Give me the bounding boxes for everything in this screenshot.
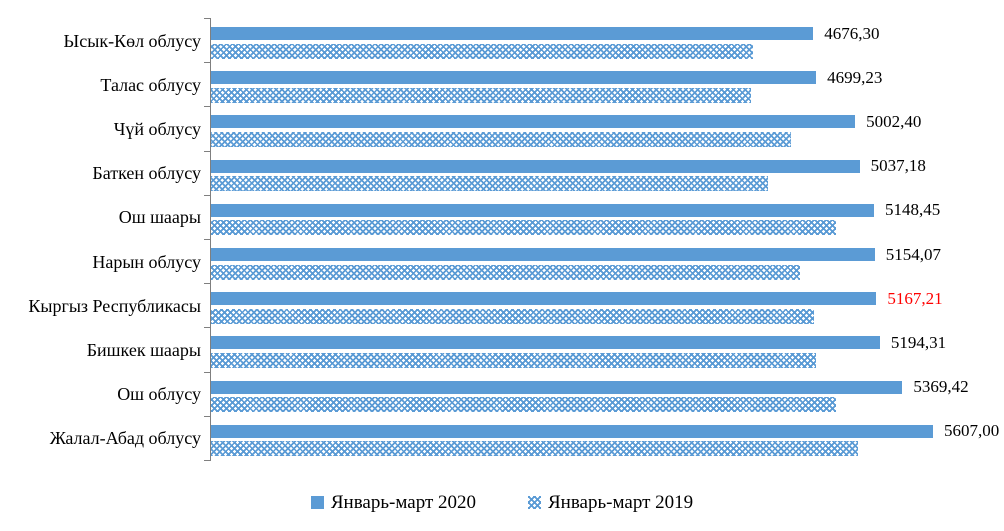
legend-swatch-pattern-icon bbox=[528, 496, 541, 510]
legend-item-2020: Январь-март 2020 bbox=[310, 491, 476, 514]
bar-line-2020: 5607,00 bbox=[211, 421, 1004, 441]
bar-group: 5369,42 bbox=[204, 371, 1004, 417]
bar-line-2020: 5167,21 bbox=[211, 289, 1004, 309]
chart-row: Талас облусу 4699,23 bbox=[0, 62, 1004, 108]
bar-2019 bbox=[211, 308, 815, 324]
bar-2020 bbox=[211, 115, 856, 129]
plot-area: Ысык-Көл облусу 4676,30 Талас облусу 4699,2… bbox=[0, 17, 1004, 462]
bar-2019 bbox=[211, 176, 768, 192]
bar-2019 bbox=[211, 220, 837, 236]
bar-2020 bbox=[211, 380, 903, 394]
chart-row: Кыргыз Республикасы 5167,21 bbox=[0, 283, 1004, 329]
chart-row: Бишкек шаары 5194,31 bbox=[0, 327, 1004, 373]
value-label: 5194,31 bbox=[890, 332, 947, 352]
bar-line-2020: 5154,07 bbox=[211, 245, 1004, 265]
category-label: Жалал-Абад облусу bbox=[49, 428, 201, 449]
value-label: 4699,23 bbox=[827, 67, 883, 87]
category-label: Ысык-Көл облусу bbox=[63, 30, 201, 51]
bar-2019 bbox=[211, 264, 801, 280]
bar-line-2020: 5002,40 bbox=[211, 112, 1004, 132]
bar-2020 bbox=[211, 159, 860, 173]
chart-row: Баткен облусу 5037,18 bbox=[0, 150, 1004, 196]
category-label: Чүй облусу bbox=[113, 118, 201, 139]
bar-group: 5148,45 bbox=[204, 194, 1004, 240]
bar-line-2020: 5037,18 bbox=[211, 156, 1004, 176]
bar-2019 bbox=[211, 352, 817, 368]
category-label: Ош шаары bbox=[118, 207, 201, 228]
bar-group: 5167,21 bbox=[204, 283, 1004, 329]
bar-line-2020: 5194,31 bbox=[211, 333, 1004, 353]
category-label: Талас облусу bbox=[100, 74, 201, 95]
chart-legend: Январь-март 2020 Январь-март 2019 bbox=[0, 492, 1004, 514]
bar-group: 5607,00 bbox=[204, 415, 1004, 462]
bar-2020 bbox=[211, 336, 880, 350]
value-label: 5037,18 bbox=[870, 156, 926, 176]
category-label: Кыргыз Республикасы bbox=[28, 295, 201, 316]
value-label: 5167,21 bbox=[887, 288, 943, 308]
chart-row: Ысык-Көл облусу 4676,30 bbox=[0, 17, 1004, 64]
bar-2020 bbox=[211, 203, 874, 217]
legend-swatch-solid-icon bbox=[310, 496, 324, 510]
chart-row: Жалал-Абад облусу 5607,00 bbox=[0, 415, 1004, 462]
legend-label-2019: Январь-март 2019 bbox=[548, 491, 694, 513]
category-label: Ош облусу bbox=[117, 384, 201, 405]
bar-line-2020: 5148,45 bbox=[211, 200, 1004, 220]
bar-group: 5002,40 bbox=[204, 106, 1004, 152]
bar-2020 bbox=[211, 292, 877, 306]
bar-2019 bbox=[211, 397, 837, 413]
bar-line-2020: 4699,23 bbox=[211, 68, 1004, 88]
bar-2020 bbox=[211, 424, 933, 438]
value-label: 5607,00 bbox=[944, 421, 1000, 441]
category-label: Нарын облусу bbox=[92, 251, 201, 272]
value-label: 5369,42 bbox=[913, 377, 969, 397]
value-label: 5002,40 bbox=[866, 111, 922, 131]
bar-2020 bbox=[211, 27, 814, 41]
bar-group: 4699,23 bbox=[204, 62, 1004, 108]
bar-group: 4676,30 bbox=[204, 17, 1004, 64]
chart-row: Ош шаары 5148,45 bbox=[0, 194, 1004, 240]
bar-2019 bbox=[211, 441, 859, 457]
bar-2019 bbox=[211, 43, 754, 59]
bar-2019 bbox=[211, 131, 792, 147]
bar-2019 bbox=[211, 87, 752, 103]
chart-row: Нарын облусу 5154,07 bbox=[0, 238, 1004, 285]
bar-group: 5194,31 bbox=[204, 327, 1004, 373]
chart-row: Ош облусу 5369,42 bbox=[0, 371, 1004, 417]
value-label: 5154,07 bbox=[885, 244, 941, 264]
category-label: Баткен облусу bbox=[92, 163, 201, 184]
bar-2020 bbox=[211, 71, 817, 85]
legend-item-2019: Январь-март 2019 bbox=[528, 492, 693, 514]
legend-label-2020: Январь-март 2020 bbox=[330, 491, 476, 513]
bar-line-2020: 4676,30 bbox=[211, 24, 1004, 44]
value-label: 4676,30 bbox=[824, 23, 880, 43]
bar-group: 5037,18 bbox=[204, 150, 1004, 196]
bar-line-2020: 5369,42 bbox=[211, 377, 1004, 397]
chart-row: Чүй облусу 5002,40 bbox=[0, 106, 1004, 152]
value-label: 5148,45 bbox=[885, 200, 941, 220]
bar-2020 bbox=[211, 248, 875, 262]
bar-group: 5154,07 bbox=[204, 238, 1004, 285]
category-label: Бишкек шаары bbox=[86, 339, 201, 360]
